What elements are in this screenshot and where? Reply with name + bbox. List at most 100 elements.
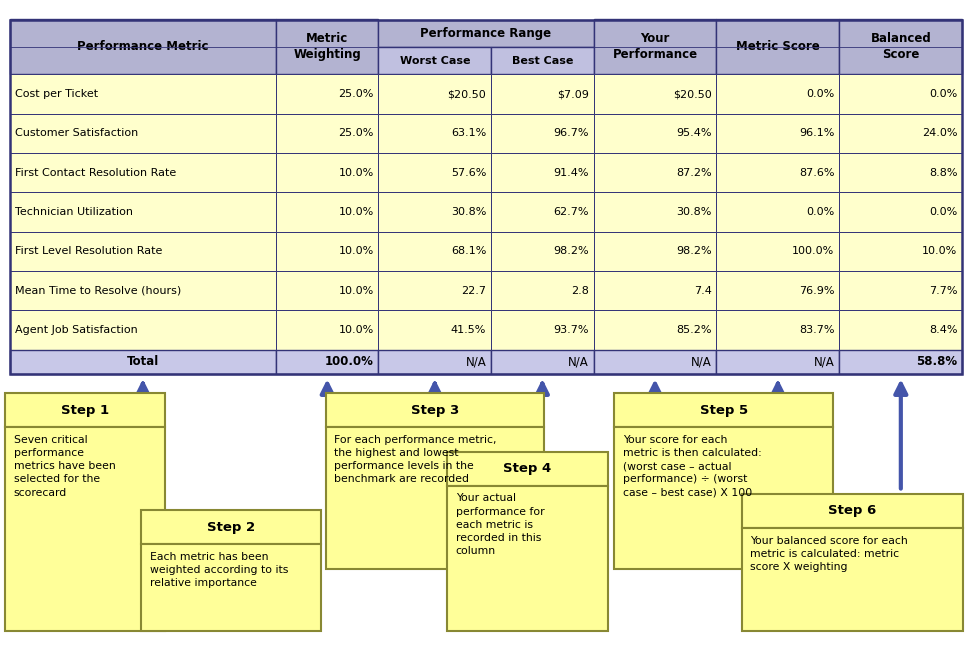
Bar [326,393,544,427]
Text: Agent Job Satisfaction: Agent Job Satisfaction [15,325,137,335]
Bar [10,20,276,74]
Text: Seven critical
performance
metrics have been
selected for the
scorecard: Seven critical performance metrics have … [14,435,116,498]
Bar [491,231,594,271]
Bar [840,271,962,310]
Text: 2.8: 2.8 [571,286,589,296]
Text: 10.0%: 10.0% [338,168,373,177]
Text: 98.2%: 98.2% [676,246,712,256]
Bar [141,544,321,630]
Text: N/A: N/A [568,355,589,368]
Bar [594,20,716,74]
Text: Step 6: Step 6 [828,504,877,517]
Bar [10,271,276,310]
Bar [840,231,962,271]
Bar [276,74,378,114]
Bar [594,271,716,310]
Bar [5,393,165,427]
Bar [491,310,594,350]
Bar [594,192,716,231]
Text: Step 4: Step 4 [503,462,551,475]
Text: N/A: N/A [814,355,835,368]
Bar [716,271,840,310]
Bar [276,114,378,153]
Text: 22.7: 22.7 [462,286,486,296]
Bar [716,192,840,231]
Text: Your
Performance: Your Performance [612,32,698,62]
Bar [276,153,378,192]
Text: Total: Total [126,355,159,368]
Bar [840,114,962,153]
Bar [378,74,491,114]
Text: 87.2%: 87.2% [676,168,712,177]
Text: 41.5%: 41.5% [451,325,486,335]
Text: 93.7%: 93.7% [553,325,589,335]
Text: First Level Resolution Rate: First Level Resolution Rate [15,246,162,256]
Bar [378,310,491,350]
Bar [378,192,491,231]
Text: 0.0%: 0.0% [929,207,957,217]
Text: 8.8%: 8.8% [929,168,957,177]
Text: Performance Range: Performance Range [421,27,551,40]
Text: Mean Time to Resolve (hours): Mean Time to Resolve (hours) [15,286,181,296]
Text: 24.0%: 24.0% [921,129,957,138]
Bar [10,20,962,374]
Bar [840,153,962,192]
Text: 30.8%: 30.8% [677,207,712,217]
Bar [276,20,378,74]
Bar [276,350,378,374]
Bar [141,510,321,544]
Text: 10.0%: 10.0% [338,286,373,296]
Bar [491,114,594,153]
Bar [276,231,378,271]
Text: Your actual
performance for
each metric is
recorded in this
column: Your actual performance for each metric … [456,493,544,556]
Bar [447,486,608,630]
Bar [840,310,962,350]
Text: 58.8%: 58.8% [917,355,957,368]
Text: Cost per Ticket: Cost per Ticket [15,89,98,99]
Bar [10,192,276,231]
Bar [378,231,491,271]
Text: Metric Score: Metric Score [736,40,819,53]
Bar [716,20,840,74]
Bar [594,310,716,350]
Text: 0.0%: 0.0% [806,89,835,99]
Bar [716,153,840,192]
Text: Each metric has been
weighted according to its
relative importance: Each metric has been weighted according … [150,552,288,588]
Text: 85.2%: 85.2% [677,325,712,335]
Text: Metric
Weighting: Metric Weighting [294,32,362,62]
Text: Performance Metric: Performance Metric [77,40,209,53]
Bar [10,74,276,114]
Text: 10.0%: 10.0% [338,325,373,335]
Bar [594,114,716,153]
Text: 98.2%: 98.2% [553,246,589,256]
Text: 7.4: 7.4 [694,286,712,296]
Bar [10,231,276,271]
Bar [378,350,491,374]
Bar [276,310,378,350]
Bar [840,20,962,74]
Bar [840,192,962,231]
Bar [594,153,716,192]
Text: 10.0%: 10.0% [922,246,957,256]
Bar [594,231,716,271]
Text: 68.1%: 68.1% [451,246,486,256]
Bar [594,350,716,374]
Text: Technician Utilization: Technician Utilization [15,207,132,217]
Bar [491,271,594,310]
Bar [447,452,608,486]
Text: Best Case: Best Case [511,56,573,66]
Text: $7.09: $7.09 [557,89,589,99]
Bar [614,393,833,427]
Text: 63.1%: 63.1% [451,129,486,138]
Text: Your balanced score for each
metric is calculated: metric
score X weighting: Your balanced score for each metric is c… [750,536,908,572]
Bar [594,74,716,114]
Text: Step 1: Step 1 [61,404,109,417]
Text: 96.1%: 96.1% [799,129,835,138]
Bar [10,114,276,153]
Text: Balanced
Score: Balanced Score [871,32,931,62]
Text: 91.4%: 91.4% [553,168,589,177]
Bar [491,153,594,192]
Bar [276,192,378,231]
Bar [716,350,840,374]
Bar [491,47,594,74]
